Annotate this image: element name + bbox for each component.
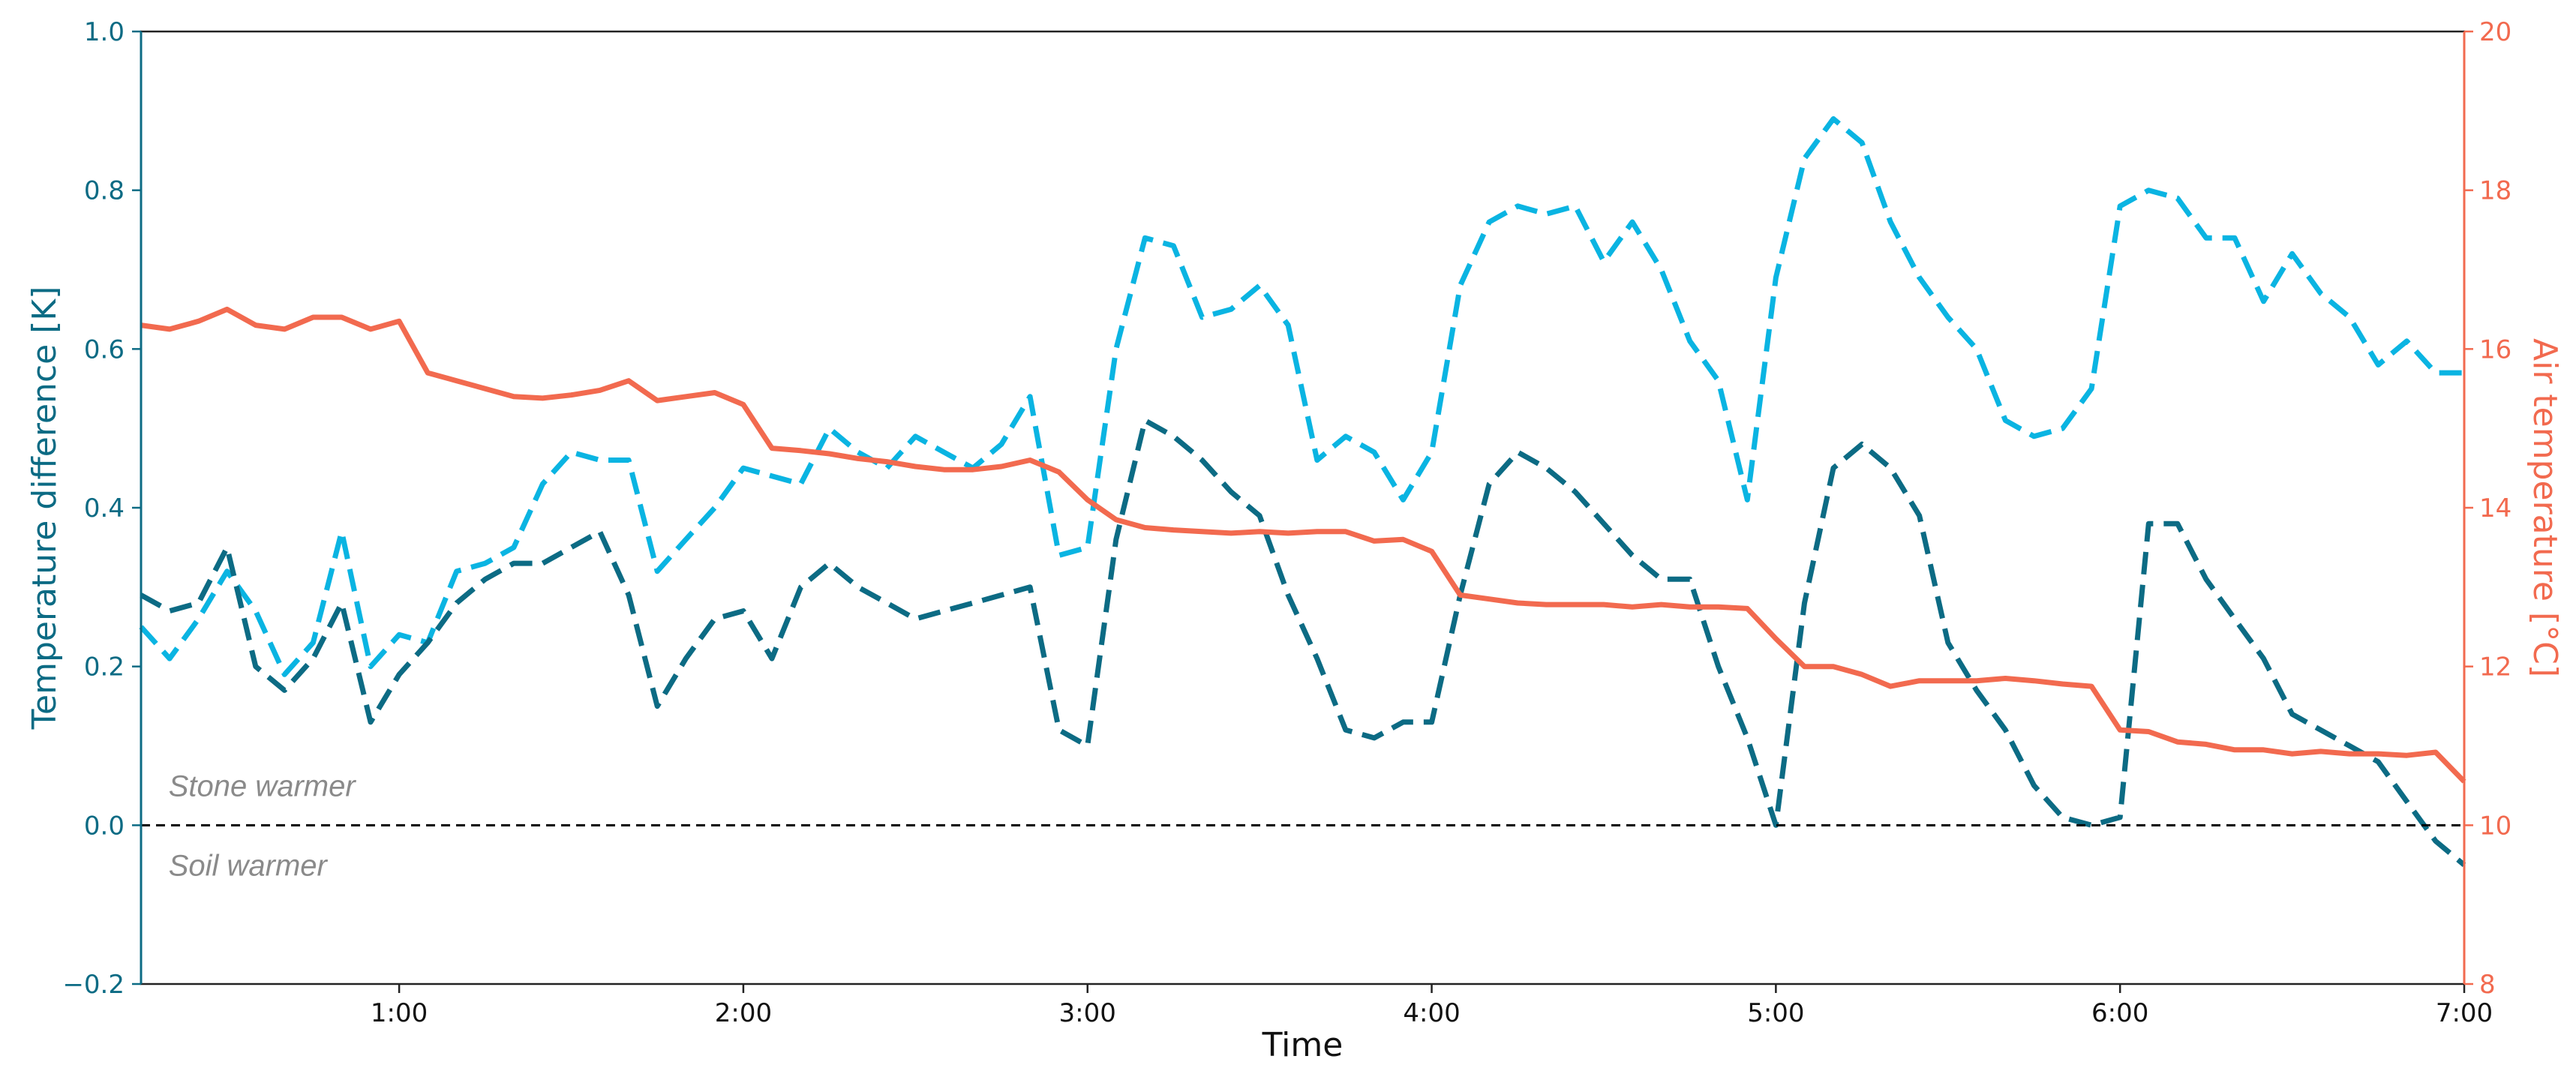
annotation-layer: Stone warmer Soil warmer [169, 770, 357, 882]
x-tick-label: 2:00 [715, 998, 772, 1028]
y-right-tick-label: 20 [2479, 17, 2511, 47]
ticks-layer: 1:00 2:00 3:00 4:00 5:00 6:00 7:00 −0.2 0.0 0.2 0.… [62, 17, 2511, 1028]
y-right-tick-label: 8 [2479, 970, 2496, 1000]
y-left-tick-label: 0.6 [84, 334, 125, 364]
x-tick-label: 5:00 [1747, 998, 1804, 1028]
y-left-tick-label: 0.8 [84, 176, 125, 206]
y-right-tick-label: 10 [2479, 811, 2511, 841]
y-left-tick-label: 0.4 [84, 494, 125, 524]
y-left-tick-label: −0.2 [62, 970, 125, 1000]
y-right-tick-label: 16 [2479, 334, 2511, 364]
y-right-tick-label: 18 [2479, 176, 2511, 206]
axis-labels-layer: Time Temperature difference [K] Air temper… [26, 286, 2564, 1064]
x-tick-label: 1:00 [371, 998, 428, 1028]
axes-layer [140, 30, 2466, 986]
y-left-tick-label: 1.0 [84, 17, 125, 47]
x-tick-label: 4:00 [1403, 998, 1460, 1028]
x-tick-label: 7:00 [2436, 998, 2493, 1028]
y-left-tick-label: 0.2 [84, 652, 125, 682]
series-layer [139, 116, 2466, 867]
x-axis-label: Time [1262, 1026, 1344, 1064]
annotation-stone-warmer: Stone warmer [169, 770, 357, 802]
x-tick-label: 6:00 [2091, 998, 2148, 1028]
y-right-axis-label: Air temperature [°C] [2526, 338, 2564, 677]
y-left-axis-label: Temperature difference [K] [26, 286, 64, 730]
plot-frame [140, 30, 2466, 986]
air-temperature-series [140, 306, 2466, 784]
dark-blue-dashed-series [140, 418, 2466, 867]
light-blue-dashed-series [139, 116, 2464, 677]
y-left-tick-label: 0.0 [84, 811, 125, 841]
annotation-soil-warmer: Soil warmer [169, 849, 329, 882]
x-tick-label: 3:00 [1059, 998, 1116, 1028]
y-right-tick-label: 12 [2479, 652, 2511, 682]
y-right-tick-label: 14 [2479, 494, 2511, 524]
